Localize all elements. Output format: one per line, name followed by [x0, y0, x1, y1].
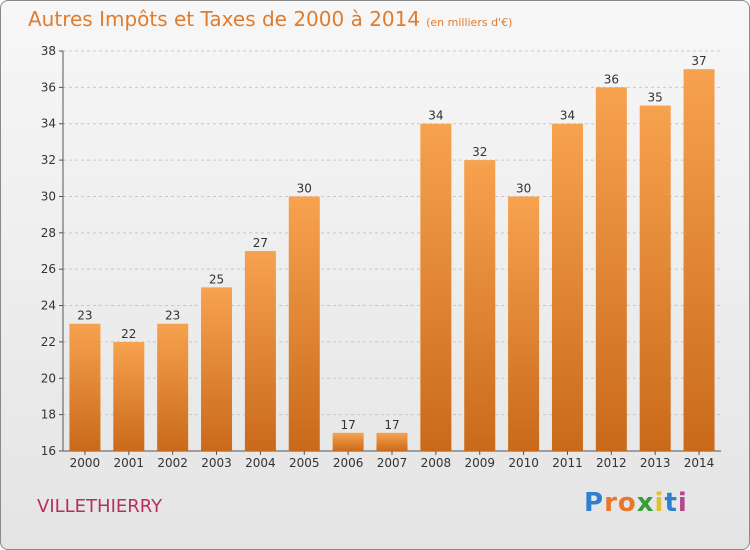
bar	[683, 69, 715, 451]
y-tick-label: 18	[41, 408, 56, 422]
logo-letter: x	[636, 488, 655, 518]
data-label: 30	[297, 181, 312, 195]
bar	[69, 323, 101, 451]
y-tick-label: 26	[41, 262, 56, 276]
bar	[508, 196, 540, 451]
y-tick-label: 22	[41, 335, 56, 349]
x-tick-label: 2009	[464, 456, 495, 470]
data-label: 34	[428, 109, 443, 123]
data-label: 23	[165, 309, 180, 323]
x-tick-label: 2007	[377, 456, 408, 470]
x-tick-label: 2012	[596, 456, 627, 470]
data-label: 36	[604, 72, 619, 86]
bar	[420, 123, 452, 452]
y-tick-label: 24	[41, 299, 56, 313]
x-tick-label: 2004	[245, 456, 276, 470]
data-label: 17	[384, 418, 399, 432]
y-tick-label: 34	[41, 117, 56, 131]
data-label: 23	[77, 309, 92, 323]
bar	[639, 105, 671, 451]
data-label: 30	[516, 181, 531, 195]
data-label: 17	[340, 418, 355, 432]
chart-title: Autres Impôts et Taxes de 2000 à 2014 (en…	[28, 7, 512, 31]
y-tick-label: 20	[41, 371, 56, 385]
bar	[551, 123, 583, 452]
x-tick-label: 2001	[114, 456, 145, 470]
proxiti-logo: Proxiti	[584, 488, 688, 518]
bar	[157, 323, 189, 451]
y-tick-label: 28	[41, 226, 56, 240]
data-label: 32	[472, 145, 487, 159]
x-tick-label: 2008	[421, 456, 452, 470]
y-tick-label: 16	[41, 444, 56, 458]
logo-letter: t	[664, 488, 678, 518]
x-tick-label: 2006	[333, 456, 364, 470]
logo-letter: i	[677, 488, 688, 518]
bar	[201, 287, 233, 451]
y-tick-label: 32	[41, 153, 56, 167]
x-tick-label: 2002	[157, 456, 188, 470]
data-label: 25	[209, 272, 224, 286]
logo-letter: i	[654, 488, 665, 518]
chart-title-text: Autres Impôts et Taxes de 2000 à 2014	[28, 7, 421, 31]
data-label: 34	[560, 109, 575, 123]
chart-unit: (en milliers d'€)	[426, 16, 513, 29]
commune-name: VILLETHIERRY	[37, 496, 163, 517]
x-tick-label: 2010	[508, 456, 539, 470]
x-tick-label: 2014	[684, 456, 715, 470]
bar	[288, 196, 320, 451]
y-tick-label: 30	[41, 189, 56, 203]
data-label: 22	[121, 327, 136, 341]
bar	[464, 160, 496, 451]
bar	[376, 432, 408, 451]
x-tick-label: 2013	[640, 456, 671, 470]
bar	[244, 251, 276, 451]
bar	[113, 341, 145, 451]
x-tick-label: 2011	[552, 456, 583, 470]
data-label: 27	[253, 236, 268, 250]
bar	[332, 432, 364, 451]
data-label: 37	[691, 54, 706, 68]
logo-letter: r	[604, 488, 618, 518]
logo-letter: P	[584, 488, 605, 518]
y-tick-label: 36	[41, 80, 56, 94]
logo-letter: o	[617, 488, 637, 518]
x-tick-label: 2000	[70, 456, 101, 470]
data-label: 35	[648, 91, 663, 105]
x-tick-label: 2003	[201, 456, 232, 470]
bar	[595, 87, 627, 451]
y-tick-label: 38	[41, 44, 56, 58]
x-tick-label: 2005	[289, 456, 320, 470]
